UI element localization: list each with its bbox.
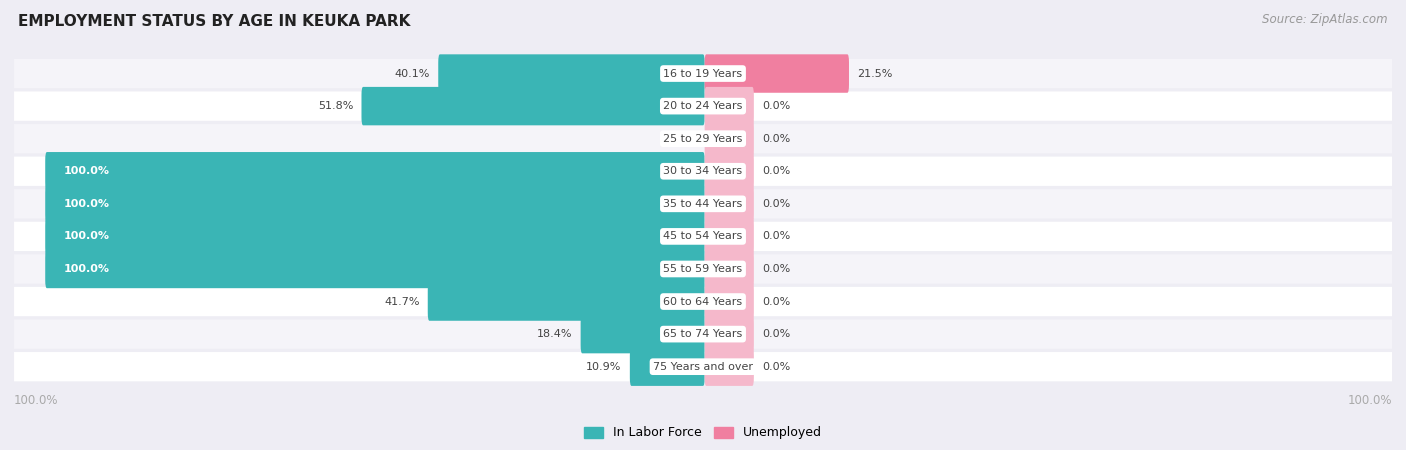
FancyBboxPatch shape bbox=[704, 250, 754, 288]
FancyBboxPatch shape bbox=[45, 184, 704, 223]
Text: 0.0%: 0.0% bbox=[762, 231, 790, 241]
FancyBboxPatch shape bbox=[14, 91, 1406, 121]
FancyBboxPatch shape bbox=[14, 287, 1406, 316]
FancyBboxPatch shape bbox=[704, 347, 754, 386]
Text: 0.0%: 0.0% bbox=[762, 297, 790, 306]
FancyBboxPatch shape bbox=[14, 189, 1406, 219]
Text: 30 to 34 Years: 30 to 34 Years bbox=[664, 166, 742, 176]
FancyBboxPatch shape bbox=[14, 59, 1406, 88]
Text: 10.9%: 10.9% bbox=[586, 362, 621, 372]
Text: 41.7%: 41.7% bbox=[384, 297, 419, 306]
Text: 0.0%: 0.0% bbox=[762, 264, 790, 274]
Text: 16 to 19 Years: 16 to 19 Years bbox=[664, 68, 742, 79]
Text: 75 Years and over: 75 Years and over bbox=[652, 362, 754, 372]
FancyBboxPatch shape bbox=[704, 315, 754, 353]
FancyBboxPatch shape bbox=[581, 315, 704, 353]
FancyBboxPatch shape bbox=[439, 54, 704, 93]
Text: 0.0%: 0.0% bbox=[762, 329, 790, 339]
FancyBboxPatch shape bbox=[14, 157, 1406, 186]
Text: EMPLOYMENT STATUS BY AGE IN KEUKA PARK: EMPLOYMENT STATUS BY AGE IN KEUKA PARK bbox=[18, 14, 411, 28]
Text: 21.5%: 21.5% bbox=[858, 68, 893, 79]
Text: 100.0%: 100.0% bbox=[1347, 394, 1392, 407]
FancyBboxPatch shape bbox=[14, 222, 1406, 251]
FancyBboxPatch shape bbox=[704, 184, 754, 223]
Text: 0.0%: 0.0% bbox=[762, 166, 790, 176]
FancyBboxPatch shape bbox=[704, 54, 849, 93]
Text: 0.0%: 0.0% bbox=[762, 101, 790, 111]
Text: 100.0%: 100.0% bbox=[63, 199, 110, 209]
FancyBboxPatch shape bbox=[45, 217, 704, 256]
Text: 45 to 54 Years: 45 to 54 Years bbox=[664, 231, 742, 241]
FancyBboxPatch shape bbox=[704, 87, 754, 126]
Text: 51.8%: 51.8% bbox=[318, 101, 353, 111]
Text: Source: ZipAtlas.com: Source: ZipAtlas.com bbox=[1263, 14, 1388, 27]
Text: 25 to 29 Years: 25 to 29 Years bbox=[664, 134, 742, 144]
Legend: In Labor Force, Unemployed: In Labor Force, Unemployed bbox=[579, 422, 827, 445]
FancyBboxPatch shape bbox=[14, 124, 1406, 153]
FancyBboxPatch shape bbox=[14, 352, 1406, 381]
Text: 55 to 59 Years: 55 to 59 Years bbox=[664, 264, 742, 274]
Text: 100.0%: 100.0% bbox=[63, 231, 110, 241]
FancyBboxPatch shape bbox=[45, 152, 704, 190]
FancyBboxPatch shape bbox=[45, 250, 704, 288]
FancyBboxPatch shape bbox=[704, 282, 754, 321]
FancyBboxPatch shape bbox=[704, 152, 754, 190]
Text: 18.4%: 18.4% bbox=[537, 329, 572, 339]
FancyBboxPatch shape bbox=[427, 282, 704, 321]
FancyBboxPatch shape bbox=[361, 87, 704, 126]
Text: 0.0%: 0.0% bbox=[762, 134, 790, 144]
Text: 100.0%: 100.0% bbox=[63, 166, 110, 176]
FancyBboxPatch shape bbox=[704, 217, 754, 256]
Text: 20 to 24 Years: 20 to 24 Years bbox=[664, 101, 742, 111]
Text: 35 to 44 Years: 35 to 44 Years bbox=[664, 199, 742, 209]
FancyBboxPatch shape bbox=[630, 347, 704, 386]
Text: 65 to 74 Years: 65 to 74 Years bbox=[664, 329, 742, 339]
Text: 60 to 64 Years: 60 to 64 Years bbox=[664, 297, 742, 306]
Text: 100.0%: 100.0% bbox=[63, 264, 110, 274]
FancyBboxPatch shape bbox=[14, 320, 1406, 349]
Text: 0.0%: 0.0% bbox=[762, 199, 790, 209]
FancyBboxPatch shape bbox=[14, 254, 1406, 284]
FancyBboxPatch shape bbox=[704, 119, 754, 158]
Text: 40.1%: 40.1% bbox=[395, 68, 430, 79]
Text: 100.0%: 100.0% bbox=[14, 394, 59, 407]
Text: 0.0%: 0.0% bbox=[762, 362, 790, 372]
